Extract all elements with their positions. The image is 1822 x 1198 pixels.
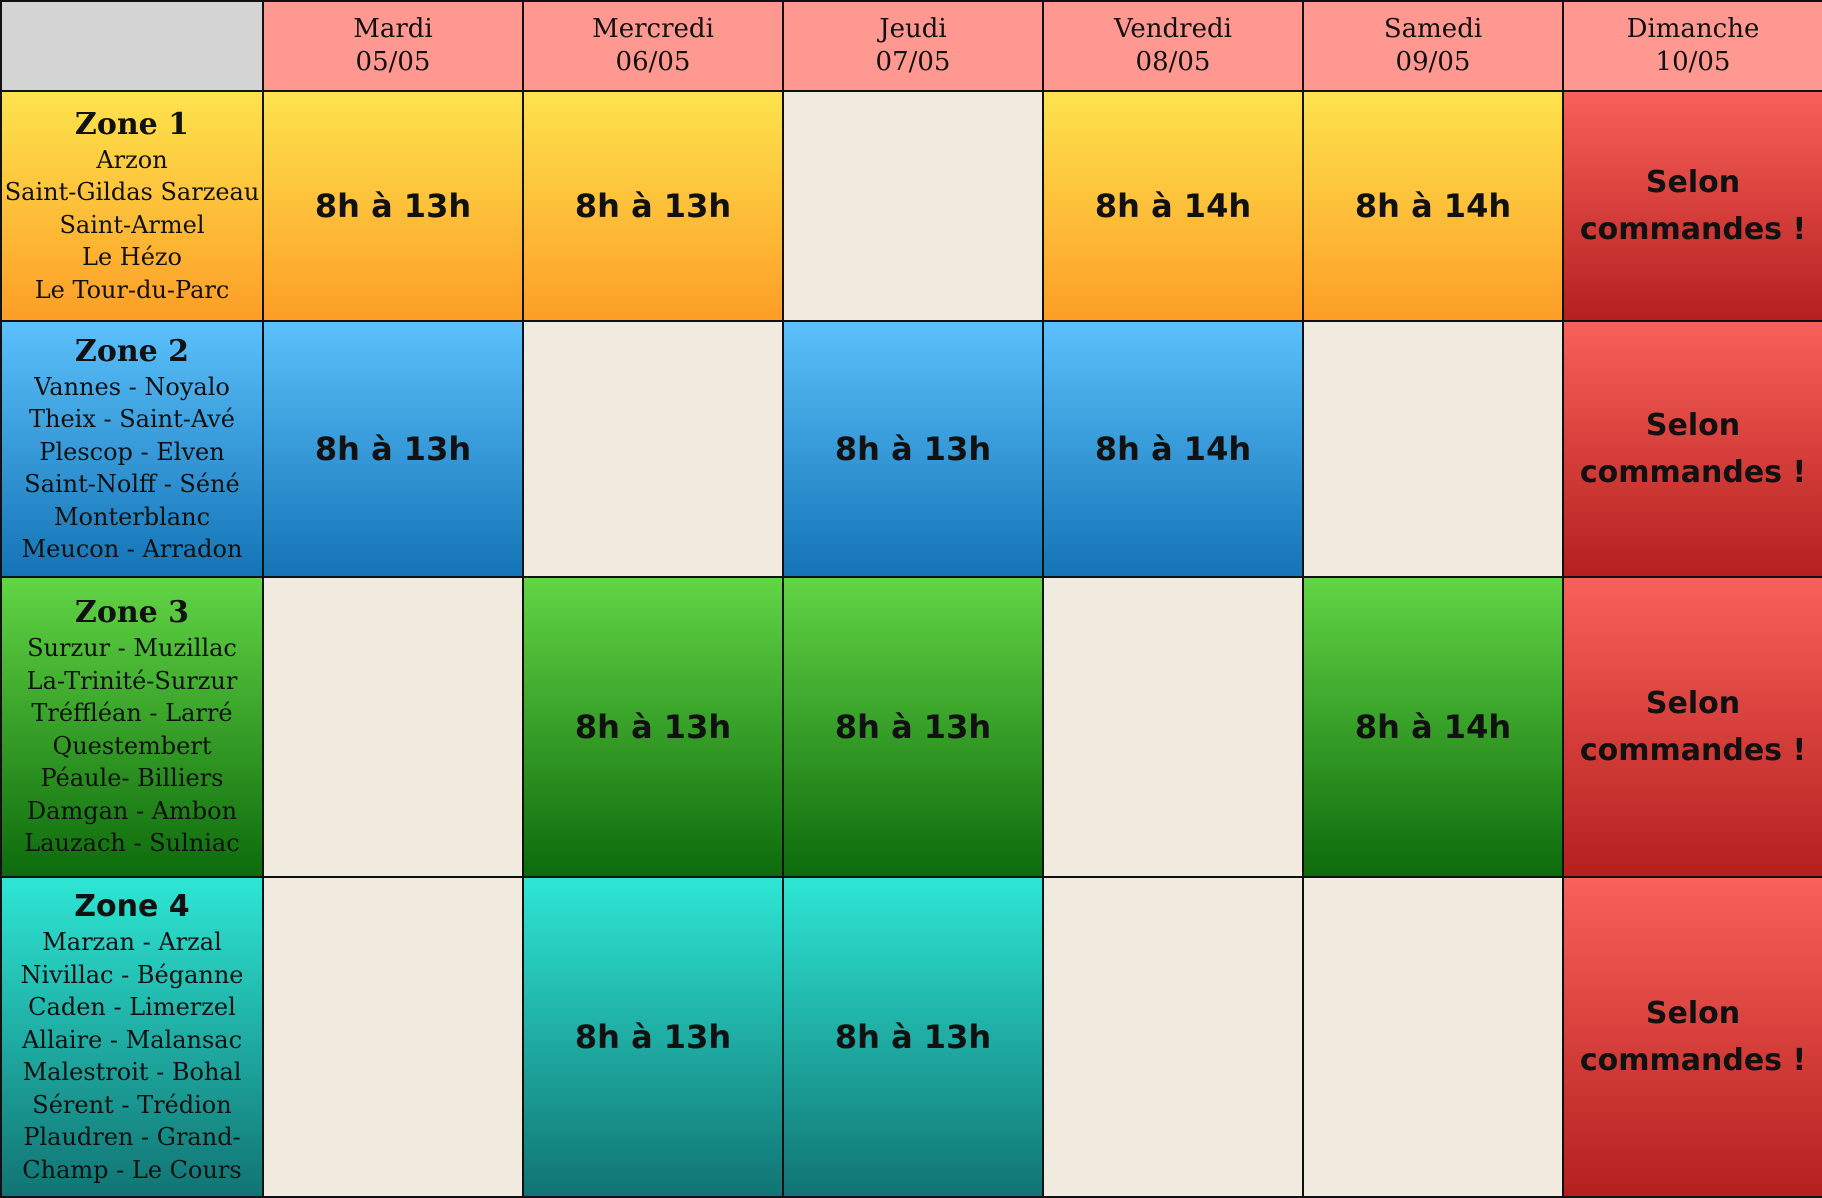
day-header-tuesday: Mardi 05/05 [262,0,524,92]
zone-town-line: Le Hézo [82,243,182,272]
empty-slot-cell [1042,576,1304,878]
zone-4-label-cell: Zone 4 Marzan - Arzal Nivillac - Béganne… [0,876,264,1198]
empty-slot-cell [262,876,524,1198]
day-header-thursday: Jeudi 07/05 [782,0,1044,92]
sunday-text-line-2: commandes ! [1579,733,1807,768]
slot-cell: 8h à 13h [782,320,1044,578]
zone-1-label-cell: Zone 1 Arzon Saint-Gildas Sarzeau Saint-… [0,90,264,322]
sunday-text-line-2: commandes ! [1579,455,1807,490]
zone-town-line: Monterblanc [53,502,211,531]
sunday-on-order-cell: Selon commandes ! [1562,876,1822,1198]
zone-town-line: Plaudren - Grand- [23,1123,241,1151]
day-name: Mardi [353,14,433,44]
day-name: Jeudi [879,14,947,44]
day-header-friday: Vendredi 08/05 [1042,0,1304,92]
slot-cell: 8h à 13h [522,876,784,1198]
sunday-on-order-cell: Selon commandes ! [1562,90,1822,322]
zone-town-line: Theix - Saint-Avé [28,405,235,433]
day-name: Mercredi [592,14,714,44]
zone-town-line: Saint-Gildas Sarzeau [4,178,260,207]
zone-town-line: La-Trinité-Surzur [26,666,238,695]
day-header-sunday: Dimanche 10/05 [1562,0,1822,92]
zone-town-line: Péaule- Billiers [40,764,224,793]
slot-cell: 8h à 14h [1302,576,1564,878]
empty-slot-cell [262,576,524,878]
zone-town-line: Champ - Le Cours [22,1155,242,1184]
day-date: 05/05 [355,47,431,77]
slot-cell: 8h à 13h [522,576,784,878]
zone-2-label-cell: Zone 2 Vannes - Noyalo Theix - Saint-Avé… [0,320,264,578]
zone-town-line: Malestroit - Bohal [22,1058,242,1086]
zone-town-line: Tréffléan - Larré [31,699,233,728]
day-date: 10/05 [1655,47,1731,77]
slot-cell: 8h à 13h [262,320,524,578]
slot-cell: 8h à 13h [782,576,1044,878]
slot-cell: 8h à 14h [1302,90,1564,322]
zone-3-label-cell: Zone 3 Surzur - Muzillac La-Trinité-Surz… [0,576,264,878]
day-date: 08/05 [1135,47,1211,77]
zone-town-line: Vannes - Noyalo [34,372,230,401]
zone-town-line: Meucon - Arradon [21,535,243,563]
zone-town-line: Caden - Limerzel [28,993,236,1021]
zone-town-line: Plescop - Elven [39,437,225,466]
empty-slot-cell [1302,320,1564,578]
sunday-text-line-1: Selon [1645,408,1741,443]
zone-row-2: Zone 2 Vannes - Noyalo Theix - Saint-Avé… [0,320,1822,578]
zone-row-1: Zone 1 Arzon Saint-Gildas Sarzeau Saint-… [0,90,1822,322]
day-header-wednesday: Mercredi 06/05 [522,0,784,92]
zone-town-line: Saint-Nolff - Séné [24,470,240,498]
zone-town-line: Nivillac - Béganne [20,960,244,989]
empty-slot-cell [782,90,1044,322]
zone-row-4: Zone 4 Marzan - Arzal Nivillac - Béganne… [0,876,1822,1198]
sunday-text-line-2: commandes ! [1579,212,1807,247]
sunday-text-line-1: Selon [1645,996,1741,1031]
empty-slot-cell [522,320,784,578]
zone-town-line: Saint-Armel [59,210,205,239]
corner-cell [0,0,264,92]
day-date: 07/05 [875,47,951,77]
zone-town-line: Lauzach - Sulniac [24,829,240,858]
sunday-on-order-cell: Selon commandes ! [1562,320,1822,578]
slot-cell: 8h à 13h [262,90,524,322]
zone-row-3: Zone 3 Surzur - Muzillac La-Trinité-Surz… [0,576,1822,878]
day-name: Dimanche [1626,14,1760,44]
zone-town-line: Questembert [52,731,212,760]
day-header-saturday: Samedi 09/05 [1302,0,1564,92]
zone-town-line: Damgan - Ambon [26,796,238,825]
sunday-text-line-1: Selon [1645,165,1741,200]
zone-title: Zone 3 [74,595,190,631]
day-name: Samedi [1383,14,1483,44]
zone-town-line: Marzan - Arzal [42,928,222,956]
zone-town-line: Allaire - Malansac [21,1025,243,1054]
sunday-text-line-1: Selon [1645,686,1741,721]
slot-cell: 8h à 13h [782,876,1044,1198]
empty-slot-cell [1302,876,1564,1198]
slot-cell: 8h à 14h [1042,90,1304,322]
sunday-on-order-cell: Selon commandes ! [1562,576,1822,878]
zone-title: Zone 4 [74,889,190,924]
zone-town-line: Sérent - Trédion [32,1090,232,1119]
empty-slot-cell [1042,876,1304,1198]
day-date: 06/05 [615,47,691,77]
zone-town-line: Arzon [96,145,168,174]
slot-cell: 8h à 14h [1042,320,1304,578]
slot-cell: 8h à 13h [522,90,784,322]
zone-town-line: Surzur - Muzillac [27,634,237,663]
zone-title: Zone 2 [74,333,190,369]
header-row: Mardi 05/05 Mercredi 06/05 Jeudi 07/05 V… [0,0,1822,92]
zone-title: Zone 1 [74,106,190,142]
zone-town-line: Le Tour-du-Parc [34,275,230,304]
day-date: 09/05 [1395,47,1471,77]
sunday-text-line-2: commandes ! [1579,1043,1807,1078]
day-name: Vendredi [1114,14,1232,44]
